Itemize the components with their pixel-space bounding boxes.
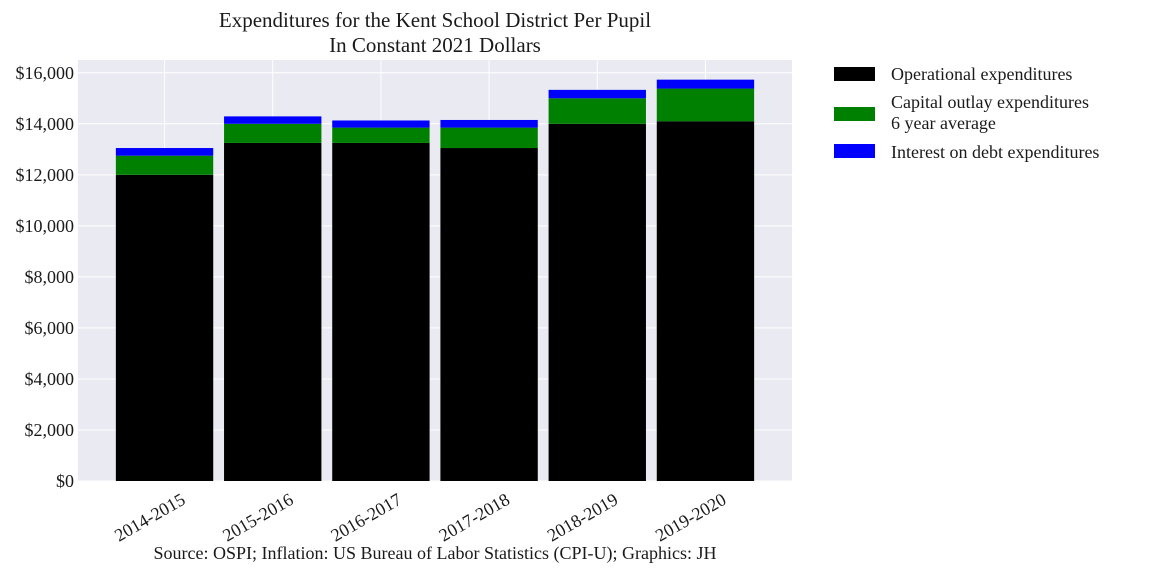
x-tick-label-2014-2015: 2014-2015 — [111, 489, 189, 545]
y-tick-label-6: $12,000 — [16, 165, 75, 185]
y-tick-label-5: $10,000 — [16, 216, 75, 236]
legend-swatch-interest — [834, 144, 875, 158]
y-tick-label-7: $14,000 — [16, 114, 75, 134]
bar-interest-2015-2016 — [224, 116, 322, 124]
x-tick-label-2018-2019: 2018-2019 — [544, 489, 622, 545]
legend-swatch-operational — [834, 67, 875, 81]
y-axis-ticks: $0 $2,000 $4,000 $6,000 $8,000 $10,000 $12,000… — [16, 63, 75, 491]
bar-interest-2018-2019 — [548, 89, 646, 99]
legend-label-interest: Interest on debt expenditures — [891, 142, 1100, 162]
legend-label-capital-outlay-line-2: 6 year average — [891, 113, 996, 133]
bar-interest-2017-2018 — [440, 119, 538, 128]
bar-capital-outlay-2016-2017 — [332, 127, 430, 143]
bar-operational-2017-2018 — [440, 148, 538, 481]
bar-interest-2014-2015 — [115, 148, 214, 156]
chart-title-line-1: Expenditures for the Kent School Distric… — [218, 8, 652, 32]
y-tick-label-0: $0 — [56, 471, 74, 491]
x-tick-label-2016-2017: 2016-2017 — [327, 489, 405, 545]
bar-operational-2019-2020 — [656, 121, 755, 482]
bar-operational-2018-2019 — [548, 123, 646, 482]
bar-interest-2016-2017 — [332, 120, 430, 128]
bar-capital-outlay-2014-2015 — [115, 155, 214, 175]
bar-capital-outlay-2019-2020 — [656, 88, 755, 122]
bar-operational-2014-2015 — [115, 174, 214, 481]
x-tick-label-2015-2016: 2015-2016 — [219, 489, 297, 545]
x-axis-ticks: 2014-2015 2015-2016 2016-2017 2017-2018 2018… — [111, 489, 729, 545]
y-tick-label-1: $2,000 — [25, 420, 75, 440]
bar-interest-2019-2020 — [656, 79, 755, 89]
bar-capital-outlay-2015-2016 — [224, 123, 322, 143]
x-tick-label-2019-2020: 2019-2020 — [652, 489, 730, 545]
bar-capital-outlay-2017-2018 — [440, 127, 538, 149]
x-tick-label-2017-2018: 2017-2018 — [436, 489, 514, 545]
bar-capital-outlay-2018-2019 — [548, 98, 646, 124]
y-tick-label-4: $8,000 — [25, 267, 75, 287]
legend-label-operational: Operational expenditures — [891, 64, 1073, 84]
y-tick-label-2: $4,000 — [25, 369, 75, 389]
legend-swatch-capital-outlay — [834, 107, 875, 121]
bar-operational-2016-2017 — [332, 142, 430, 481]
bar-operational-2015-2016 — [224, 142, 322, 481]
y-tick-label-8: $16,000 — [16, 63, 75, 83]
bars — [115, 79, 755, 482]
y-tick-label-3: $6,000 — [25, 318, 75, 338]
legend-label-capital-outlay-line-1: Capital outlay expenditures — [891, 92, 1089, 112]
chart-title-line-2: In Constant 2021 Dollars — [329, 33, 541, 57]
source-caption: Source: OSPI; Inflation: US Bureau of La… — [153, 543, 717, 563]
